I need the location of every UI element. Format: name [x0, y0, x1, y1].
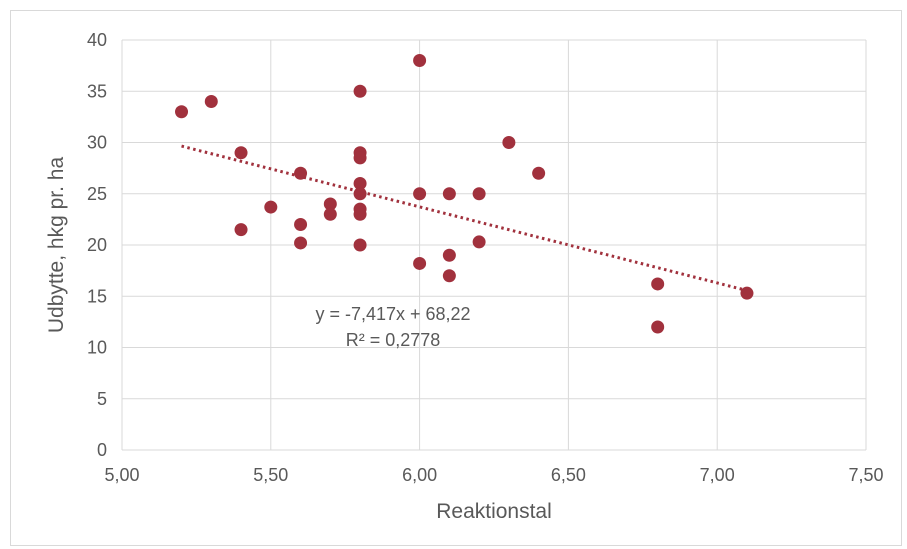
data-point	[651, 320, 665, 334]
data-point	[323, 207, 337, 221]
grid-layer	[121, 39, 867, 451]
data-point	[353, 177, 367, 190]
data-point	[532, 166, 546, 180]
data-point	[353, 238, 367, 252]
data-point	[294, 166, 308, 180]
x-tick-label: 6,00	[402, 465, 437, 485]
y-axis-title: Udbytte, hkg pr. ha	[45, 157, 68, 334]
data-point	[294, 218, 308, 231]
x-tick-label: 5,50	[253, 465, 288, 485]
data-point	[472, 187, 486, 201]
y-tick-label: 40	[87, 30, 107, 50]
data-point	[264, 200, 278, 214]
y-tick-label: 25	[87, 184, 107, 204]
data-point	[353, 84, 367, 98]
x-tick-label: 7,00	[700, 465, 735, 485]
data-point	[651, 277, 665, 291]
y-tick-label: 20	[87, 235, 107, 255]
trendline-equation: y = -7,417x + 68,22	[315, 304, 470, 324]
data-point	[413, 54, 427, 67]
x-tick-label: 6,50	[551, 465, 586, 485]
data-point	[442, 269, 456, 283]
data-point	[175, 105, 189, 119]
data-point	[502, 136, 516, 149]
data-point	[204, 95, 218, 108]
data-point	[353, 207, 367, 221]
data-point	[234, 223, 248, 237]
x-axis-title: Reaktionstal	[436, 500, 552, 523]
chart-frame	[10, 10, 902, 546]
x-tick-label: 5,00	[104, 465, 139, 485]
y-tick-label: 35	[87, 81, 107, 101]
point-layer	[175, 54, 754, 334]
data-point	[740, 286, 754, 300]
y-tick-label: 0	[97, 440, 107, 460]
x-tick-label: 7,50	[848, 465, 883, 485]
y-tick-label: 30	[87, 133, 107, 153]
y-tick-label: 10	[87, 338, 107, 358]
data-point	[353, 187, 367, 201]
data-point	[234, 146, 248, 160]
data-point	[294, 236, 308, 250]
data-point	[413, 187, 427, 201]
data-point	[442, 187, 456, 201]
data-point	[323, 197, 337, 211]
data-point	[413, 256, 427, 270]
trendline-r2: R² = 0,2778	[346, 330, 441, 350]
data-point	[353, 151, 367, 165]
y-tick-label: 5	[97, 389, 107, 409]
data-point	[442, 248, 456, 262]
y-tick-label: 15	[87, 286, 107, 306]
tick-layer: 5,00 5,50 6,00 6,50 7,00 7,50 0 5 10 15 20 25 30 35 40	[87, 30, 884, 485]
data-point	[472, 235, 486, 249]
trendline	[181, 144, 748, 292]
